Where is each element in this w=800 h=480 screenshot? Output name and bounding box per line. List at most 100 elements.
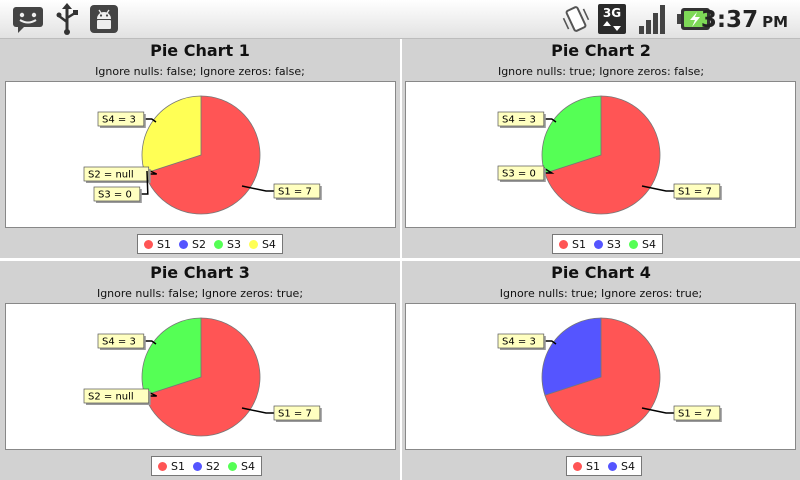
legend-item-s2: S2: [178, 237, 206, 251]
pie-slice-s1: [144, 95, 261, 215]
3g-data-icon: 3G: [596, 0, 630, 38]
legend-item-s1: S1: [573, 460, 600, 473]
svg-text:S2 = null: S2 = null: [88, 170, 134, 181]
legend-swatch: [607, 461, 617, 471]
chart-title: Pie Chart 4: [551, 263, 651, 282]
svg-text:S4 = 3: S4 = 3: [102, 337, 136, 348]
svg-text:S1 = 7: S1 = 7: [278, 409, 312, 420]
legend-item-s1: S1: [158, 460, 185, 473]
legend-label: S1: [572, 237, 586, 251]
clock-ampm: PM: [762, 13, 788, 31]
slice-label-s4: S4 = 3: [97, 333, 157, 350]
slice-label-s1: S1 = 7: [241, 183, 322, 200]
legend-swatch: [573, 461, 582, 471]
legend-item-s3: S3: [213, 237, 241, 251]
legend-item-s4: S4: [248, 237, 276, 251]
legend-label: S4: [620, 459, 635, 473]
slice-label-s4: S4 = 3: [97, 111, 157, 128]
pie-slice-s1: [544, 95, 661, 215]
legend-item-s4: S4: [607, 459, 635, 473]
chart-panel-2: Pie Chart 2 Ignore nulls: true; Ignore z…: [402, 39, 800, 258]
legend-swatch: [158, 461, 167, 471]
legend-label: S3: [606, 237, 621, 251]
slice-label-s3: S3 = 0: [93, 170, 149, 203]
slice-label-s2: S2 = null: [83, 166, 158, 183]
slice-label-s4: S4 = 3: [497, 111, 557, 128]
status-clock: 3:37 PM: [701, 4, 788, 36]
chart-legend: S1 S3 S4: [552, 234, 663, 254]
chart-panel-1: Pie Chart 1 Ignore nulls: false; Ignore …: [0, 39, 400, 258]
svg-text:S2 = null: S2 = null: [88, 392, 134, 403]
legend-label: S4: [261, 237, 276, 251]
slice-label-s4: S4 = 3: [497, 333, 557, 350]
vibrate-icon: [560, 0, 592, 38]
legend-label: S4: [240, 459, 255, 473]
legend-swatch: [593, 239, 603, 249]
plot-area: S4 = 3 S2 = null S1 = 7: [5, 303, 396, 450]
signal-icon: [636, 0, 670, 38]
legend-swatch: [628, 239, 638, 249]
network-type-label: 3G: [603, 6, 621, 20]
legend-swatch: [178, 239, 188, 249]
chart-panel-3: Pie Chart 3 Ignore nulls: false; Ignore …: [0, 261, 400, 480]
legend-label: S1: [171, 459, 185, 473]
android-debug-icon: [88, 0, 120, 38]
legend-label: S4: [641, 237, 656, 251]
slice-label-s2: S2 = null: [83, 388, 158, 405]
slice-label-s1: S1 = 7: [241, 405, 322, 422]
svg-text:S3 = 0: S3 = 0: [502, 169, 536, 180]
chart-subtitle: Ignore nulls: false; Ignore zeros: false…: [95, 65, 305, 78]
legend-swatch: [144, 239, 153, 249]
svg-text:S1 = 7: S1 = 7: [678, 187, 712, 198]
legend-swatch: [559, 239, 568, 249]
legend-label: S1: [157, 237, 171, 251]
legend-item-s4: S4: [227, 459, 255, 473]
chart-legend: S1 S2 S4: [151, 456, 262, 476]
chat-icon: [10, 0, 46, 38]
legend-item-s3: S3: [593, 237, 621, 251]
chart-legend: S1 S4: [566, 456, 642, 476]
legend-label: S3: [226, 237, 241, 251]
chart-title: Pie Chart 3: [150, 263, 250, 282]
pie-chart-svg: S4 = 3 S2 = null S3 = 0 S1 = 7: [83, 95, 322, 215]
pie-slice-s1: [144, 317, 261, 437]
usb-icon: [52, 0, 82, 38]
slice-label-s3: S3 = 0: [497, 165, 555, 182]
chart-subtitle: Ignore nulls: false; Ignore zeros: true;: [96, 287, 304, 300]
legend-item-s1: S1: [559, 238, 586, 251]
chart-subtitle: Ignore nulls: true; Ignore zeros: true;: [499, 287, 703, 300]
svg-text:S4 = 3: S4 = 3: [502, 115, 536, 126]
legend-label: S2: [205, 459, 220, 473]
chart-title: Pie Chart 2: [551, 41, 651, 60]
pie-chart-svg: S4 = 3 S2 = null S1 = 7: [83, 317, 322, 437]
svg-text:S4 = 3: S4 = 3: [502, 337, 536, 348]
legend-item-s1: S1: [144, 238, 171, 251]
battery-charging-icon: [676, 0, 712, 38]
legend-label: S1: [586, 459, 600, 473]
plot-area: S4 = 3 S2 = null S3 = 0 S1 = 7: [5, 81, 396, 228]
legend-swatch: [227, 461, 237, 471]
svg-text:S3 = 0: S3 = 0: [98, 190, 132, 201]
status-bar: 3G 3:37 PM: [0, 0, 800, 39]
legend-item-s4: S4: [628, 237, 656, 251]
legend-swatch: [248, 239, 258, 249]
chart-legend: S1 S2 S3 S4: [137, 234, 283, 254]
legend-label: S2: [191, 237, 206, 251]
pie-chart-svg: S4 = 3 S3 = 0 S1 = 7: [497, 95, 722, 215]
svg-text:S4 = 3: S4 = 3: [102, 115, 136, 126]
chart-panel-4: Pie Chart 4 Ignore nulls: true; Ignore z…: [402, 261, 800, 480]
pie-slice-s1: [544, 317, 661, 437]
legend-item-s2: S2: [192, 459, 220, 473]
clock-time: 3:37: [700, 7, 759, 33]
legend-swatch: [192, 461, 202, 471]
legend-swatch: [213, 239, 223, 249]
svg-text:S1 = 7: S1 = 7: [678, 409, 712, 420]
svg-text:S1 = 7: S1 = 7: [278, 187, 312, 198]
plot-area: S4 = 3 S1 = 7: [405, 303, 796, 450]
plot-area: S4 = 3 S3 = 0 S1 = 7: [405, 81, 796, 228]
slice-label-s1: S1 = 7: [641, 183, 722, 200]
pie-chart-svg: S4 = 3 S1 = 7: [497, 317, 722, 437]
chart-title: Pie Chart 1: [150, 41, 250, 60]
chart-subtitle: Ignore nulls: true; Ignore zeros: false;: [497, 65, 705, 78]
slice-label-s1: S1 = 7: [641, 405, 722, 422]
